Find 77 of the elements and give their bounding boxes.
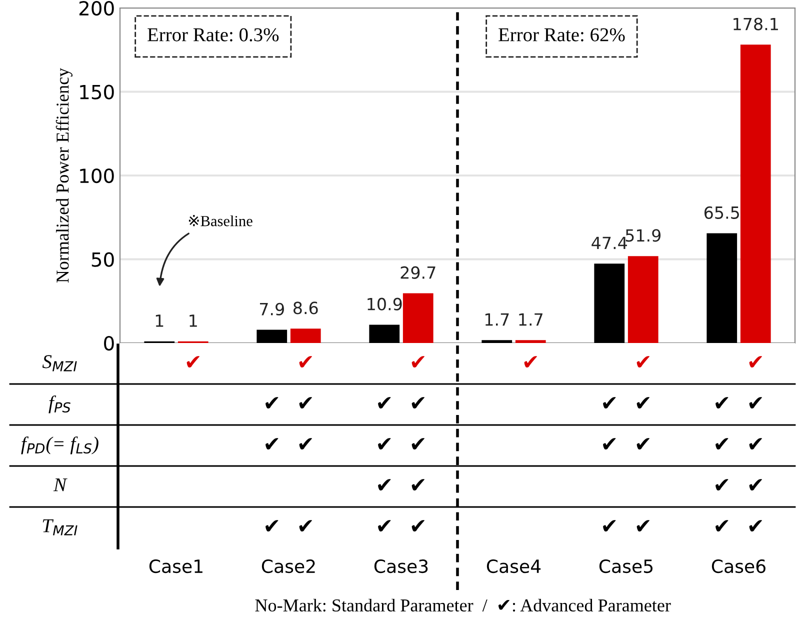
text: ✔ [716,520,728,532]
text: ✔ [378,479,391,490]
annotation: ※Baseline [188,215,252,226]
data-label: 1 [190,314,197,327]
category-label: Case2 [262,559,315,574]
text: ✔ [266,438,278,450]
data-label: 1.7 [519,313,542,326]
category-label: T$_{MZI}$ [42,519,78,536]
bar [256,330,288,343]
text: ✔ [749,479,762,490]
text: ✔ [412,397,424,408]
text: No-Mark: Standard Parameter / ✔: Advanced Parameter [255,598,671,612]
text: ✔ [266,397,278,408]
data-label: 10.9 [368,298,402,310]
data-label: 8.6 [294,302,318,314]
text: ✔ [749,520,762,532]
text: ✔ [186,356,200,368]
data-label: 51.9 [626,229,661,242]
bar [482,340,512,343]
bar [402,293,434,343]
category-label: Case3 [374,559,428,574]
text: ✔ [716,479,728,490]
bar [515,340,546,343]
category-label: S$_{MZI}$ [42,355,77,372]
category-label: N [53,478,68,492]
text: ✔ [636,356,650,368]
y-tick-label: 100 [80,168,114,184]
text: ✔ [378,438,391,450]
text: ✔ [299,356,312,368]
text: ✔ [299,438,312,450]
y-tick-label: 200 [79,0,114,16]
text: ✔ [749,438,762,450]
text: ✔ [524,356,537,368]
bar [740,44,771,343]
data-label: 1 [156,314,164,327]
bar [290,328,321,343]
text: ✔ [636,520,650,532]
text: ✔ [636,397,650,408]
text: ✔ [378,520,391,532]
y-tick-label: 0 [104,336,114,351]
y-tick-label: 50 [92,252,114,267]
bar [594,264,625,343]
text: ✔ [603,438,616,450]
category-label: f$_{PD}$(= f$_{LS}$) [21,436,98,454]
text: ✔ [299,397,312,408]
text: ✔ [266,520,278,532]
text: ✔ [412,356,424,368]
text: ✔ [716,438,728,450]
data-label: 47.4 [592,236,627,250]
y-tick-label: 150 [80,84,114,100]
text: ✔ [636,438,650,450]
category-label: Case1 [149,559,202,574]
y-axis-title: Normalized Power Efficiency [56,68,72,283]
text: ✔ [299,520,312,532]
bar [628,256,658,343]
data-label: 178.1 [734,18,778,30]
category-label: f$_{PS}$ [48,395,70,414]
annotation: Error Rate: 0.3% [148,28,279,42]
text: ✔ [749,356,762,368]
category-label: Case4 [486,559,541,574]
data-label: 1.7 [485,313,509,326]
text: ✔ [749,397,762,408]
data-label: 65.5 [704,206,739,219]
text: ✔ [378,397,391,408]
text: ✔ [412,479,424,490]
annotation: Error Rate: 62% [498,28,625,42]
text: ✔ [412,520,424,532]
text: ✔ [603,520,616,532]
text: ✔ [603,397,616,408]
data-label: 29.7 [400,266,436,279]
text: ✔ [412,438,424,450]
text: ✔ [716,397,728,408]
data-label: 7.9 [260,302,284,316]
category-label: Case6 [712,559,766,574]
bar [706,233,738,343]
category-label: Case5 [599,559,653,574]
bar [369,324,400,343]
